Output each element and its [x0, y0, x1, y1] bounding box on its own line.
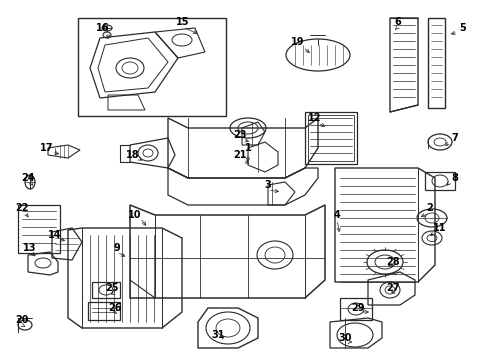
Bar	[78, 18, 226, 116]
Text: 25: 25	[105, 283, 119, 293]
Text: 20: 20	[15, 315, 29, 325]
Text: 19: 19	[291, 37, 305, 47]
Bar	[308, 115, 354, 161]
Text: 15: 15	[176, 17, 190, 27]
Bar	[340, 298, 372, 320]
Text: 27: 27	[386, 283, 400, 293]
Bar	[88, 302, 120, 320]
Text: 22: 22	[15, 203, 29, 213]
Text: 6: 6	[394, 17, 401, 27]
Text: 31: 31	[211, 330, 225, 340]
Text: 23: 23	[233, 130, 247, 140]
Text: 13: 13	[23, 243, 37, 253]
Text: 14: 14	[48, 230, 62, 240]
Text: 7: 7	[452, 133, 458, 143]
Text: 10: 10	[128, 210, 142, 220]
Text: 5: 5	[460, 23, 466, 33]
Bar	[18, 205, 60, 253]
Text: 21: 21	[233, 150, 247, 160]
Text: 4: 4	[334, 210, 341, 220]
Text: 24: 24	[21, 173, 35, 183]
Bar	[425, 172, 455, 190]
Text: 30: 30	[338, 333, 352, 343]
Text: 12: 12	[308, 113, 322, 123]
Bar	[92, 282, 120, 298]
Text: 2: 2	[427, 203, 433, 213]
Bar	[305, 112, 357, 164]
Text: 17: 17	[40, 143, 54, 153]
Text: 28: 28	[386, 257, 400, 267]
Text: 29: 29	[351, 303, 365, 313]
Text: 18: 18	[126, 150, 140, 160]
Text: 26: 26	[108, 303, 122, 313]
Text: 9: 9	[114, 243, 121, 253]
Text: 8: 8	[452, 173, 459, 183]
Text: 1: 1	[245, 143, 251, 153]
Text: 16: 16	[96, 23, 110, 33]
Text: 3: 3	[265, 180, 271, 190]
Text: 11: 11	[433, 223, 447, 233]
